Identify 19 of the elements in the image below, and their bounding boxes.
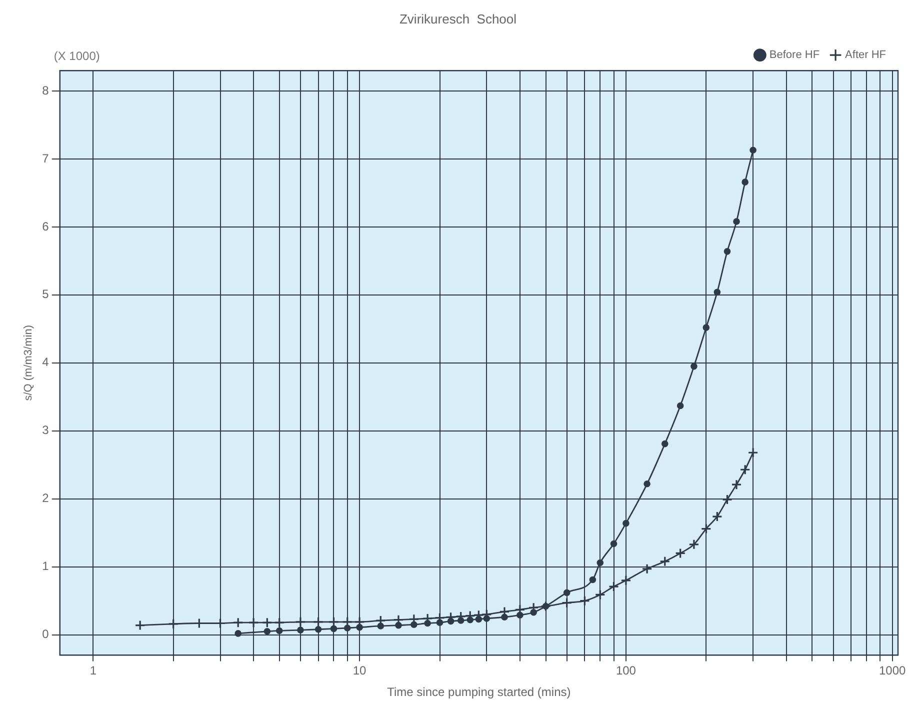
y-tick-label: 2 [42, 491, 50, 506]
y-tick-label: 3 [42, 423, 50, 438]
y-tick-label: 0 [42, 627, 50, 642]
x-tick-label: 10 [352, 664, 367, 678]
x-tick-label: 1 [90, 664, 97, 678]
legend-label: Before HF [769, 49, 820, 62]
y-tick-label: 6 [42, 219, 50, 234]
y-tick-label: 4 [42, 355, 50, 370]
y-tick-label: 1 [42, 559, 50, 574]
x-axis-title: Time since pumping started (mins) [387, 685, 571, 700]
y-tick-label: 7 [42, 151, 50, 166]
chart-title: Zvirikuresch School [399, 11, 517, 26]
y-tick-label: 5 [42, 287, 50, 302]
y-tick-label: 8 [42, 83, 50, 98]
y-axis-title: s/Q (m/m3/min) [22, 325, 35, 401]
x-tick-label: 100 [616, 664, 636, 678]
x-tick-label: 1000 [879, 664, 906, 678]
text: (X 1000) [54, 48, 100, 63]
legend-label: After HF [845, 49, 886, 62]
